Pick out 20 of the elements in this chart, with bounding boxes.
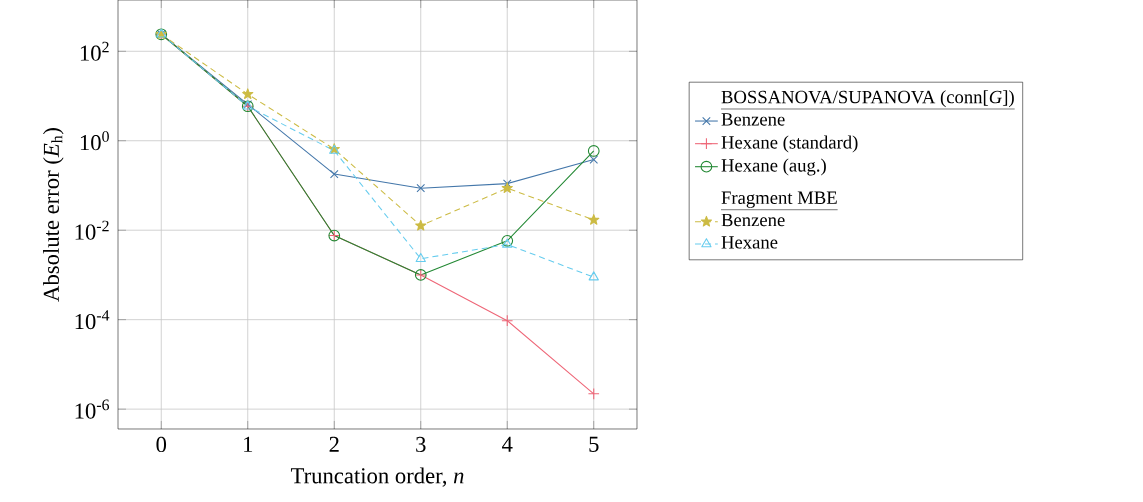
x-tick-label: 1 bbox=[244, 436, 253, 452]
x-tick-label: 3 bbox=[416, 436, 426, 453]
y-tick-label: 10$^{-6}$ bbox=[75, 399, 110, 419]
y-tick-label: 10$^{0}$ bbox=[80, 131, 109, 151]
legend-label: Hexane (aug.) bbox=[721, 158, 826, 176]
legend-label: Benzene bbox=[721, 113, 785, 126]
x-tick-label: 4 bbox=[502, 436, 513, 452]
legend-label: Hexane bbox=[721, 236, 778, 249]
y-tick-label: 10$^{2}$ bbox=[80, 41, 109, 61]
legend-label: Benzene bbox=[721, 213, 785, 227]
legend-title: BOSSANOVA/SUPANOVA (conn[G]) bbox=[721, 90, 1014, 108]
y-tick-label: 10$^{-4}$ bbox=[75, 310, 110, 330]
text: Fragment MBE bbox=[721, 191, 837, 208]
legend-label: Hexane (standard) bbox=[721, 135, 858, 153]
x-tick-label: 0 bbox=[156, 436, 167, 453]
x-tick-label: 5 bbox=[589, 436, 599, 452]
x-tick-label: 2 bbox=[329, 436, 339, 452]
y-tick-label: 10$^{-2}$ bbox=[75, 220, 109, 240]
x-axis-title: Truncation order, n bbox=[290, 467, 464, 487]
y-axis-title: Absolute error (E$_{h}$) bbox=[43, 128, 64, 302]
